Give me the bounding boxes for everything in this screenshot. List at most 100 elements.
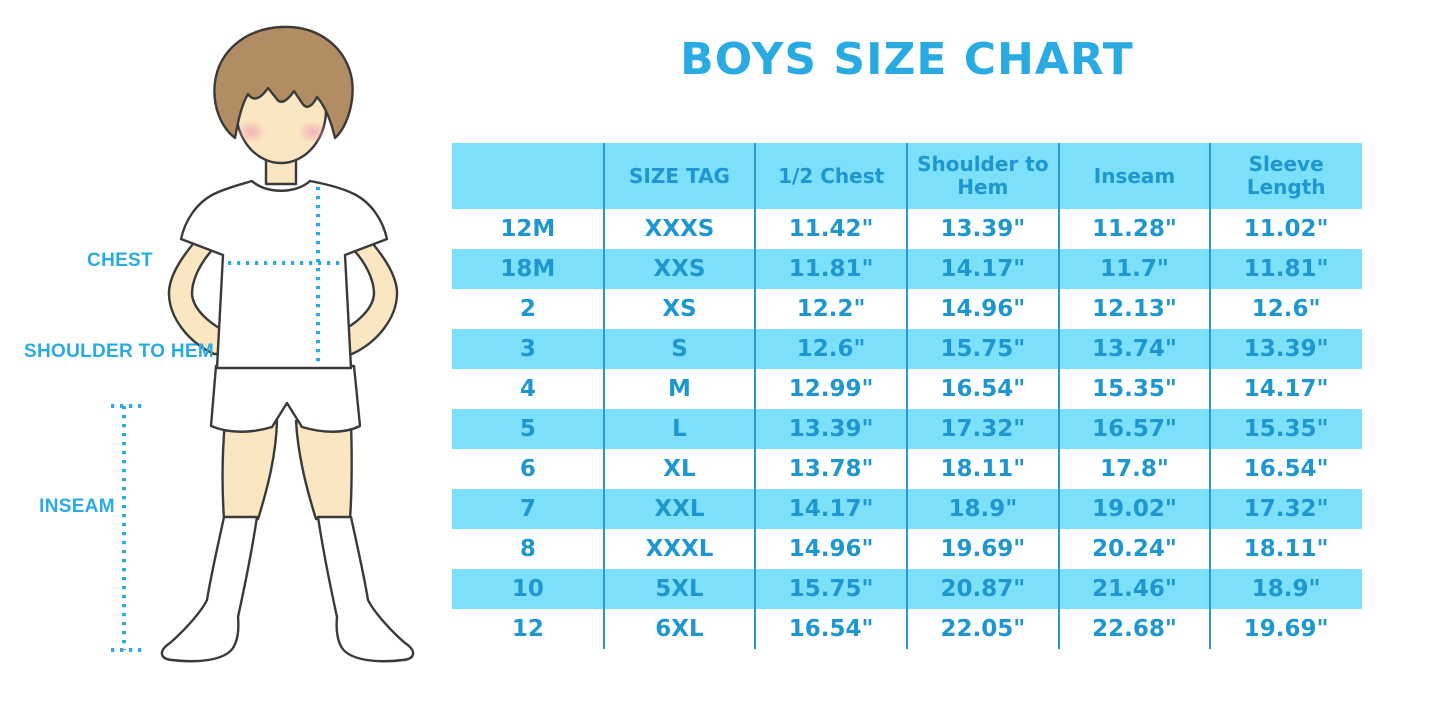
- table-cell: 13.74": [1092, 336, 1177, 362]
- table-cell: 12.6": [796, 336, 866, 362]
- table-row: 5 L 13.39" 17.32" 16.57" 15.35": [452, 409, 1362, 449]
- left-leg: [221, 419, 279, 521]
- table-cell: M: [668, 376, 691, 402]
- table-row: 4 M 12.99" 16.54" 15.35" 14.17": [452, 369, 1362, 409]
- table-cell: 6XL: [655, 616, 704, 642]
- table-cell: 12.6": [1251, 296, 1321, 322]
- table-row: 7 XXL 14.17" 18.9" 19.02" 17.32": [452, 489, 1362, 529]
- table-cell: XXXS: [644, 216, 715, 242]
- chest-label: CHEST: [87, 250, 153, 271]
- size-cell: 2: [519, 296, 536, 322]
- table-cell: 13.39": [1243, 336, 1329, 362]
- table-cell: 16.54": [1243, 456, 1329, 482]
- table-cell: 18.9": [1251, 576, 1321, 602]
- table-cell: 15.35": [1092, 376, 1177, 402]
- table-cell: 14.96": [788, 536, 874, 562]
- table-row: 18M XXS 11.81" 14.17" 11.7" 11.81": [452, 249, 1362, 289]
- table-row: 8 XXXL 14.96" 19.69" 20.24" 18.11": [452, 529, 1362, 569]
- table-cell: 18.11": [940, 456, 1026, 482]
- size-cell: 7: [519, 496, 536, 522]
- table-cell: 19.02": [1092, 496, 1177, 522]
- size-cell: 12M: [500, 216, 556, 242]
- table-cell: 17.32": [940, 416, 1026, 442]
- size-cell: 8: [519, 536, 536, 562]
- table-cell: 17.32": [1243, 496, 1329, 522]
- table-cell: 13.78": [788, 456, 874, 482]
- size-cell: 12: [511, 616, 544, 642]
- table-cell: 21.46": [1092, 576, 1177, 602]
- table-row: 3 S 12.6" 15.75" 13.74" 13.39": [452, 329, 1362, 369]
- size-cell: 4: [519, 376, 536, 402]
- table-cell: 17.8": [1100, 456, 1169, 482]
- size-table: SIZE TAG 1/2 Chest Shoulder to Hem Inseam Sl…: [452, 143, 1362, 649]
- table-cell: 14.96": [940, 296, 1026, 322]
- right-sock: [316, 515, 415, 663]
- table-cell: 11.02": [1243, 216, 1329, 242]
- table-cell: 19.69": [1243, 616, 1329, 642]
- table-cell: 12.13": [1092, 296, 1177, 322]
- table-cell: 15.75": [788, 576, 874, 602]
- size-cell: 18M: [500, 256, 556, 282]
- table-cell: 18.11": [1243, 536, 1329, 562]
- table-cell: S: [671, 336, 688, 362]
- table-cell: 11.81": [1243, 256, 1329, 282]
- size-cell: 10: [511, 576, 544, 602]
- table-cell: 14.17": [1243, 376, 1329, 402]
- table-cell: 5XL: [655, 576, 704, 602]
- column-header: Inseam: [1093, 163, 1176, 188]
- table-header-row: SIZE TAG 1/2 Chest Shoulder to Hem Inseam Sl…: [452, 143, 1362, 209]
- right-leg: [294, 419, 353, 521]
- table-cell: 19.69": [940, 536, 1026, 562]
- table-cell: 16.54": [788, 616, 874, 642]
- boy-figure-svg: [111, 25, 415, 663]
- t-shirt: [179, 179, 389, 370]
- table-cell: 13.39": [788, 416, 874, 442]
- table-cell: 18.9": [948, 496, 1018, 522]
- size-column-header-blank: [452, 143, 604, 209]
- left-blush: [236, 121, 266, 143]
- table-cell: 11.7": [1100, 256, 1169, 282]
- table-row: 10 5XL 15.75" 20.87" 21.46" 18.9": [452, 569, 1362, 609]
- table-cell: 20.87": [940, 576, 1026, 602]
- table-cell: XXXL: [645, 536, 714, 562]
- table-row: 6 XL 13.78" 18.11" 17.8" 16.54": [452, 449, 1362, 489]
- table-cell: 12.99": [788, 376, 874, 402]
- table-cell: 11.81": [788, 256, 874, 282]
- table-cell: 11.28": [1092, 216, 1177, 242]
- column-header: Sleeve Length: [1246, 152, 1326, 199]
- size-cell: 3: [519, 336, 536, 362]
- table-body: 12M XXXS 11.42" 13.39" 11.28" 11.02" 18M XXS 11.…: [452, 209, 1362, 649]
- inseam-label: INSEAM: [39, 496, 115, 517]
- table-cell: 13.39": [940, 216, 1026, 242]
- table-cell: L: [672, 416, 687, 442]
- table-cell: 11.42": [788, 216, 874, 242]
- table-row: 2 XS 12.2" 14.96" 12.13" 12.6": [452, 289, 1362, 329]
- right-blush: [298, 121, 328, 143]
- table-cell: XXL: [654, 496, 705, 522]
- table-cell: 15.35": [1243, 416, 1329, 442]
- table-cell: 14.17": [788, 496, 874, 522]
- size-cell: 5: [519, 416, 536, 442]
- shoulder-to-hem-label: SHOULDER TO HEM: [24, 341, 214, 362]
- table-cell: 22.05": [940, 616, 1026, 642]
- boy-illustration: CHEST SHOULDER TO HEM INSEAM: [0, 0, 460, 723]
- column-header: 1/2 Chest: [778, 163, 885, 188]
- table-cell: 20.24": [1092, 536, 1177, 562]
- size-cell: 6: [519, 456, 536, 482]
- page-title: BOYS SIZE CHART: [680, 34, 1134, 85]
- column-header: Shoulder to Hem: [917, 152, 1049, 199]
- table-cell: 16.57": [1092, 416, 1177, 442]
- column-header: SIZE TAG: [629, 163, 730, 188]
- table-cell: 14.17": [940, 256, 1026, 282]
- hair: [213, 25, 354, 140]
- table-cell: 16.54": [940, 376, 1026, 402]
- shorts: [209, 364, 362, 433]
- table-cell: 22.68": [1092, 616, 1177, 642]
- table-cell: XS: [662, 296, 697, 322]
- table-row: 12M XXXS 11.42" 13.39" 11.28" 11.02": [452, 209, 1362, 249]
- table-cell: XXS: [653, 256, 706, 282]
- table-row: 12 6XL 16.54" 22.05" 22.68" 19.69": [452, 609, 1362, 649]
- table-cell: 12.2": [796, 296, 866, 322]
- table-cell: XL: [663, 456, 696, 482]
- table-cell: 15.75": [940, 336, 1026, 362]
